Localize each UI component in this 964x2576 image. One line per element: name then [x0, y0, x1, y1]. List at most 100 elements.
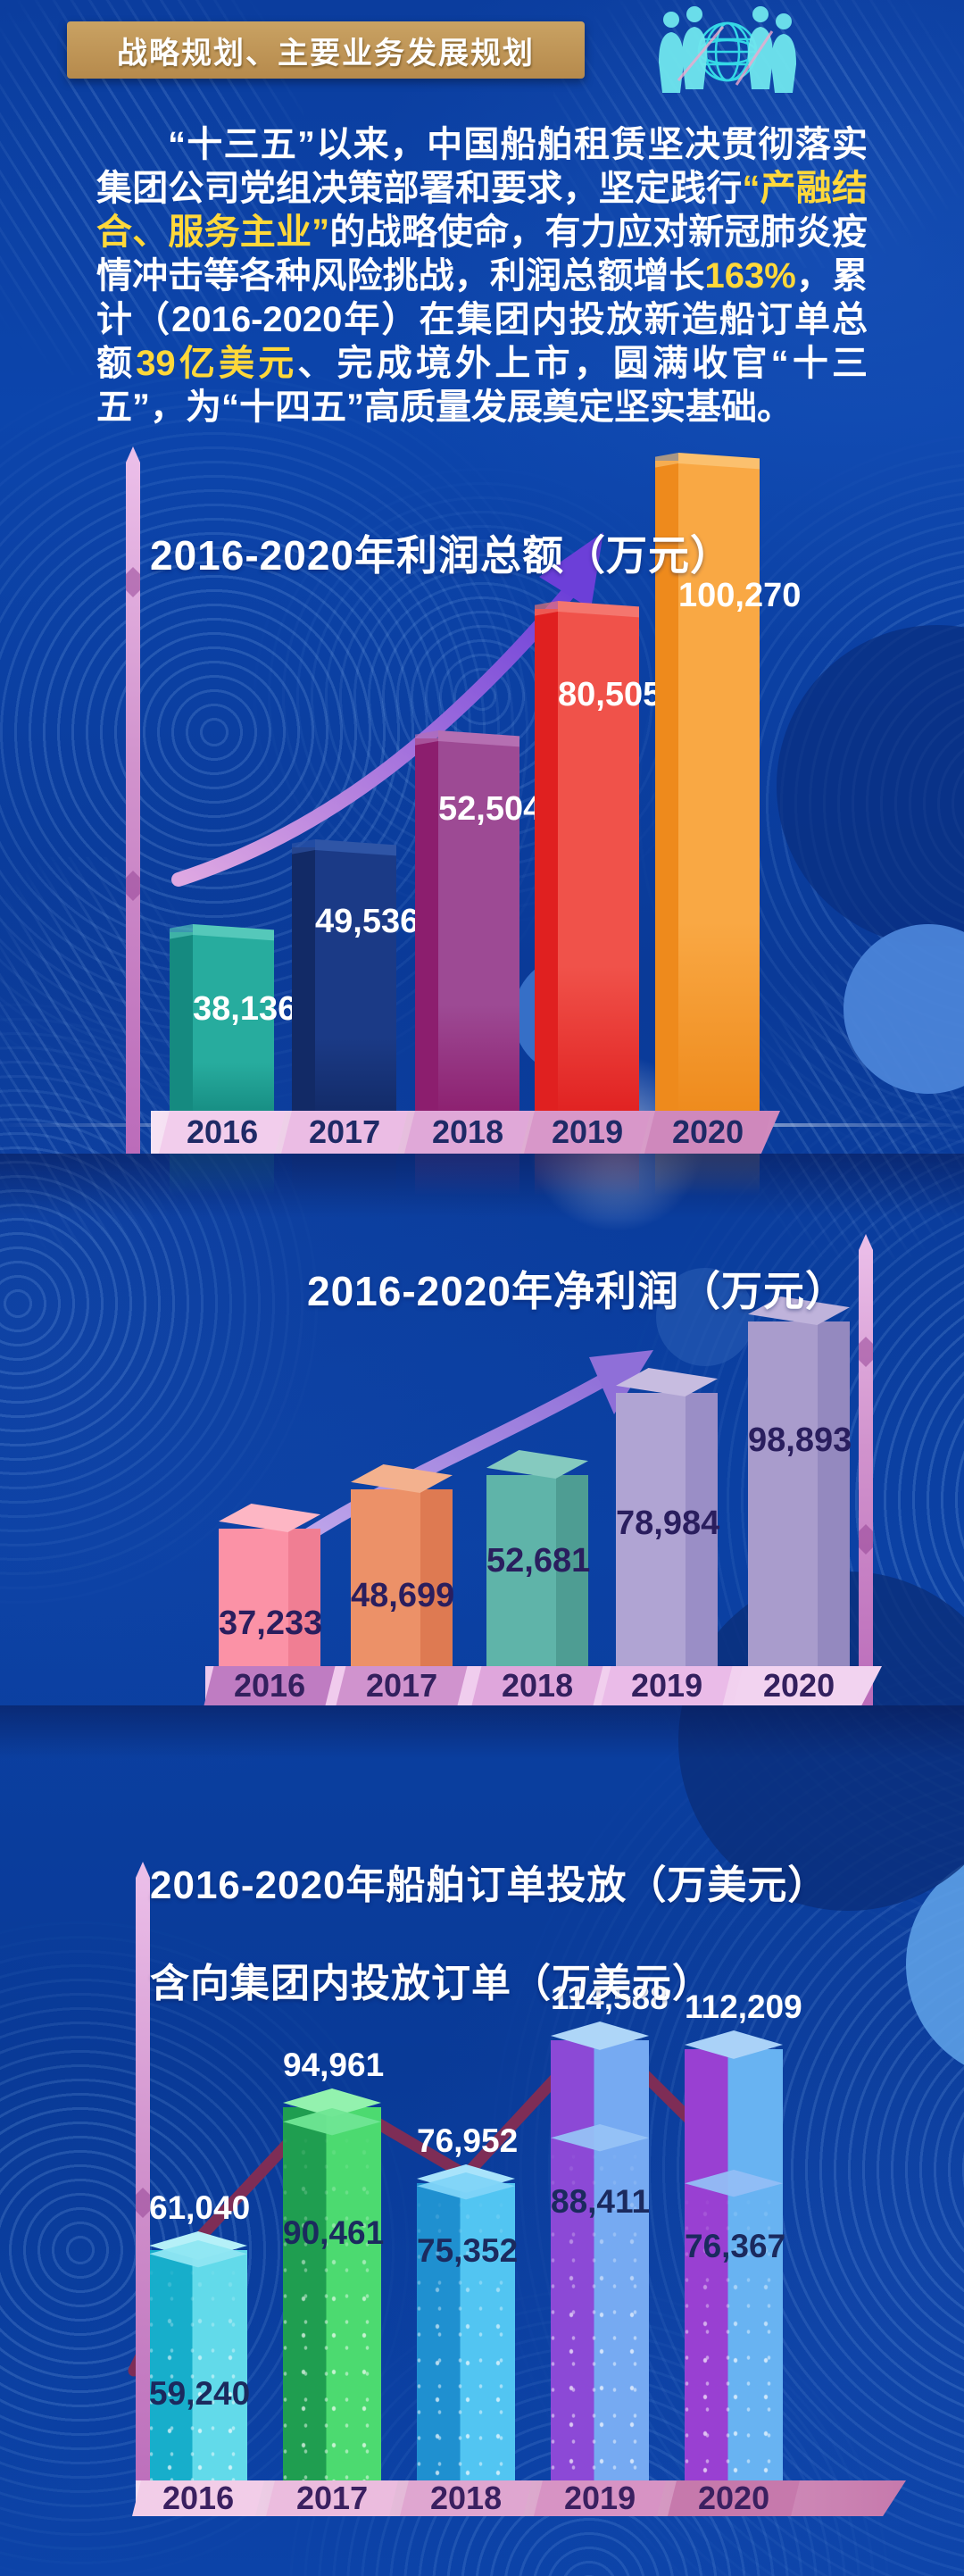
- bar-lower-segment: [149, 2257, 247, 2480]
- year-label: 2017: [308, 1113, 380, 1150]
- bar-inner-label: 90,461: [283, 2214, 385, 2251]
- bar-front-face: [616, 1393, 686, 1666]
- bar-sparkles: [417, 2189, 515, 2480]
- year-label: 2020: [762, 1667, 835, 1704]
- bar-side-face: [170, 932, 193, 1119]
- bar-front-face: [315, 847, 396, 1119]
- bar-front-face: [678, 461, 760, 1119]
- year-label: 2019: [551, 1113, 623, 1150]
- year-label: 2016: [233, 1667, 306, 1704]
- x-axis-year-tab: 2020: [668, 2480, 800, 2516]
- x-axis-year-tab: 2018: [400, 2480, 532, 2516]
- bar-right-face: [288, 1529, 320, 1666]
- year-label: 2017: [365, 1667, 438, 1704]
- bar-value-label: 49,536: [315, 903, 420, 940]
- bar-2019: 80,505: [535, 601, 662, 1119]
- bar-total-label: 114,588: [551, 1980, 669, 2016]
- globe-people-icon: [659, 6, 796, 93]
- bar-2020: 98,893: [748, 1296, 852, 1666]
- chart1-y-axis: [126, 446, 140, 1154]
- bar-sparkles: [283, 2125, 381, 2480]
- x-axis-year-tab: 2019: [523, 1111, 651, 1154]
- bar-front-face: [748, 1321, 818, 1666]
- bar-lower-segment: [685, 2187, 783, 2480]
- bar-lower-segment: [417, 2189, 515, 2480]
- bar-2018: 76,952 75,352: [417, 2122, 518, 2480]
- x-axis-year-tab: 2017: [280, 1111, 408, 1154]
- bar-lower-segment: [551, 2141, 649, 2480]
- x-axis-year-tab: 2020: [644, 1111, 771, 1154]
- banner-title: 战略规划、主要业务发展规划: [117, 36, 535, 71]
- x-axis-year-tab: 2018: [403, 1111, 531, 1154]
- chart3-title-line1: 2016-2020年船舶订单投放（万美元）: [150, 1863, 828, 1907]
- bar-total-label: 94,961: [283, 2047, 385, 2083]
- chart2-title: 2016-2020年净利润（万元）: [307, 1268, 847, 1315]
- bar-sparkles: [551, 2141, 649, 2480]
- bar-inner-label: 88,411: [551, 2183, 651, 2220]
- x-axis-year-tab: 2019: [601, 1666, 733, 1705]
- bar-total-label: 112,209: [685, 1988, 802, 2025]
- bar-front-face: [351, 1489, 420, 1666]
- bar-2017: 94,961 90,461: [283, 2047, 385, 2480]
- year-label: 2018: [429, 2480, 503, 2516]
- bar-value-label: 100,270: [678, 577, 802, 614]
- bar-sparkles: [685, 2187, 783, 2480]
- x-axis-year-tab: 2016: [132, 2480, 264, 2516]
- bar-front-face: [219, 1529, 288, 1666]
- bar-2016: 37,233: [219, 1504, 323, 1666]
- bar-total-label: 61,040: [149, 2189, 251, 2226]
- bar-right-face: [818, 1321, 850, 1666]
- chart3-title-line2: 含向集团内投放订单（万美元）: [150, 1961, 712, 2005]
- intro-highlight-text: 163%: [704, 256, 796, 296]
- bar-2018: 52,504*: [415, 730, 556, 1119]
- year-label: 2020: [671, 1113, 744, 1150]
- shadow-band: [0, 1154, 964, 1218]
- bar-2017: 49,536: [292, 839, 420, 1119]
- bar-inner-label: 76,367: [685, 2228, 786, 2264]
- x-axis-year-tab: 2020: [733, 1666, 865, 1705]
- bar-2016: 61,040 59,240: [149, 2189, 251, 2480]
- bar-2019: 78,984: [616, 1368, 720, 1666]
- intro-paragraph: “十三五”以来，中国船舶租赁坚决贯彻落实集团公司党组决策部署和要求，坚定践行“产…: [96, 123, 868, 429]
- bar-inner-label: 59,240: [149, 2375, 251, 2412]
- bar-value-label: 48,699: [351, 1577, 455, 1614]
- section-banner: 战略规划、主要业务发展规划: [67, 21, 585, 79]
- x-axis-year-tab: 2019: [534, 2480, 666, 2516]
- bar-value-label: 78,984: [616, 1505, 720, 1542]
- intro-text: ，累计（2016-2020年）在集团内投放新造船订单总额: [96, 256, 868, 383]
- year-label: 2018: [501, 1667, 574, 1704]
- year-label: 2016: [186, 1113, 258, 1150]
- bar-value-label: 52,681: [486, 1542, 591, 1580]
- bar-value-label: 80,505: [558, 676, 662, 713]
- bar-side-face: [292, 847, 315, 1119]
- intro-text: 、完成境外上市，圆满收官“十三五”，为“十四五”高质量发展奠定坚实基础。: [96, 344, 868, 427]
- shadow-band: [0, 1705, 964, 1759]
- chart1-title: 2016-2020年利润总额（万元）: [150, 532, 732, 579]
- bar-2018: 52,681: [486, 1450, 591, 1666]
- bar-right-face: [686, 1393, 718, 1666]
- intro-text: 的战略使命，有力应对新冠肺炎疫情冲击等各种风险挑战，利润总额增长: [96, 213, 868, 296]
- bar-right-face: [556, 1475, 588, 1666]
- bar-sparkles: [149, 2257, 247, 2480]
- bar-lower-segment: [283, 2125, 381, 2480]
- circle-decoration: [656, 1268, 754, 1366]
- bar-front-face: [193, 932, 274, 1119]
- year-label: 2017: [295, 2480, 369, 2516]
- x-axis-year-tab: 2018: [471, 1666, 603, 1705]
- bar-value-label: 52,504*: [438, 790, 556, 828]
- bar-side-face: [415, 738, 438, 1119]
- bar-right-face: [420, 1489, 453, 1666]
- bar-value-label: 37,233: [219, 1605, 323, 1642]
- bar-2017: 48,699: [351, 1464, 455, 1666]
- x-axis-year-tab: 2017: [266, 2480, 398, 2516]
- year-label: 2016: [162, 2480, 235, 2516]
- bar-upper-segment: [685, 2049, 783, 2187]
- intro-highlight-text: “产融结合、服务主业”: [96, 169, 868, 252]
- bar-2019: 114,588 88,411: [551, 1980, 669, 2480]
- chart2-up-arrow: [270, 1350, 653, 1563]
- year-label: 2020: [697, 2480, 770, 2516]
- chart1-up-arrow: [171, 532, 603, 887]
